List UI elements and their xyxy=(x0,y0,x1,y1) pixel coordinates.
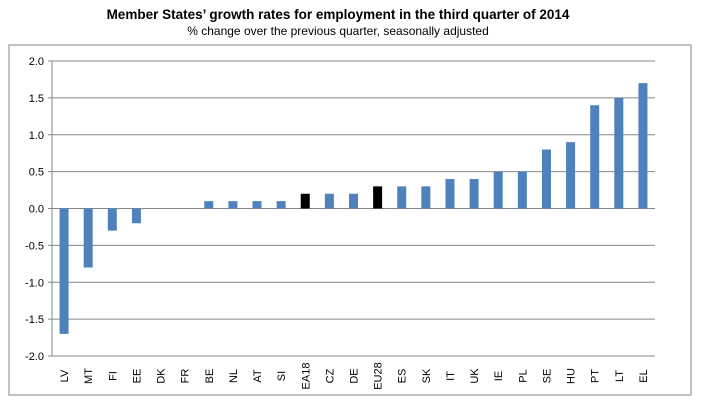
bar-lv xyxy=(59,208,69,334)
x-label-it: IT xyxy=(445,371,457,381)
y-tick-label: -2.0 xyxy=(25,351,44,363)
x-label-ea18: EA18 xyxy=(300,363,312,390)
x-label-ie: IE xyxy=(493,371,505,381)
bar-sk xyxy=(421,186,431,209)
x-label-sk: SK xyxy=(421,368,433,383)
chart-frame xyxy=(8,44,692,396)
x-label-lv: LV xyxy=(59,369,71,382)
x-label-de: DE xyxy=(349,368,361,383)
bar-fi xyxy=(107,208,117,231)
x-label-at: AT xyxy=(252,369,264,383)
bar-uk xyxy=(469,179,479,209)
bars xyxy=(59,83,648,334)
y-tick-label: 0.0 xyxy=(29,204,44,216)
bar-es xyxy=(397,186,407,209)
x-axis-labels: LV MT FI EE DK FR BE NL AT SI EA18 CZ DE EU28 ES SK IT UK… xyxy=(59,362,650,390)
bar-hu xyxy=(566,142,576,209)
bar-si xyxy=(276,201,286,209)
bar-it xyxy=(445,179,455,209)
x-label-dk: DK xyxy=(156,368,168,384)
bar-el xyxy=(638,83,648,209)
x-label-mt: MT xyxy=(83,368,95,384)
x-label-eu28: EU28 xyxy=(373,362,385,390)
x-label-pl: PL xyxy=(517,369,529,382)
bar-eu28 xyxy=(373,186,383,209)
bar-pt xyxy=(590,105,600,209)
x-label-cz: CZ xyxy=(324,368,336,383)
bar-ie xyxy=(493,171,503,209)
x-label-es: ES xyxy=(397,369,409,384)
gridlines xyxy=(52,60,655,357)
bar-pl xyxy=(517,171,527,209)
y-tick-label: 2.0 xyxy=(29,56,44,68)
y-axis-ticks: 2.0 1.5 1.0 0.5 0.0 -0.5 -1.0 -1.5 -2.0 xyxy=(25,56,53,363)
x-label-si: SI xyxy=(276,371,288,381)
bar-se xyxy=(541,149,551,209)
bar-mt xyxy=(83,208,93,268)
x-label-uk: UK xyxy=(469,368,481,384)
y-tick-label: -0.5 xyxy=(25,240,44,252)
bar-ee xyxy=(131,208,141,224)
x-label-fi: FI xyxy=(107,371,119,381)
x-label-nl: NL xyxy=(228,369,240,383)
y-tick-label: 1.0 xyxy=(29,130,44,142)
y-tick-label: -1.0 xyxy=(25,277,44,289)
x-label-el: EL xyxy=(638,369,650,382)
y-tick-label: 1.5 xyxy=(29,93,44,105)
bar-nl xyxy=(228,201,238,209)
chart-subtitle: % change over the previous quarter, seas… xyxy=(187,24,489,38)
bar-cz xyxy=(324,193,334,209)
x-label-pt: PT xyxy=(590,369,602,383)
x-label-fr: FR xyxy=(180,369,192,384)
x-label-be: BE xyxy=(204,369,216,384)
bar-de xyxy=(349,193,358,209)
x-label-se: SE xyxy=(541,369,553,384)
x-label-ee: EE xyxy=(131,369,143,384)
bar-ea18 xyxy=(300,193,310,209)
y-tick-label: 0.5 xyxy=(29,167,44,179)
bar-lt xyxy=(614,97,624,209)
y-tick-label: -1.5 xyxy=(25,314,44,326)
x-label-lt: LT xyxy=(614,370,626,382)
bar-at xyxy=(252,201,262,209)
bar-be xyxy=(204,201,214,209)
chart-title: Member States’ growth rates for employme… xyxy=(107,7,570,22)
x-label-hu: HU xyxy=(566,368,578,384)
